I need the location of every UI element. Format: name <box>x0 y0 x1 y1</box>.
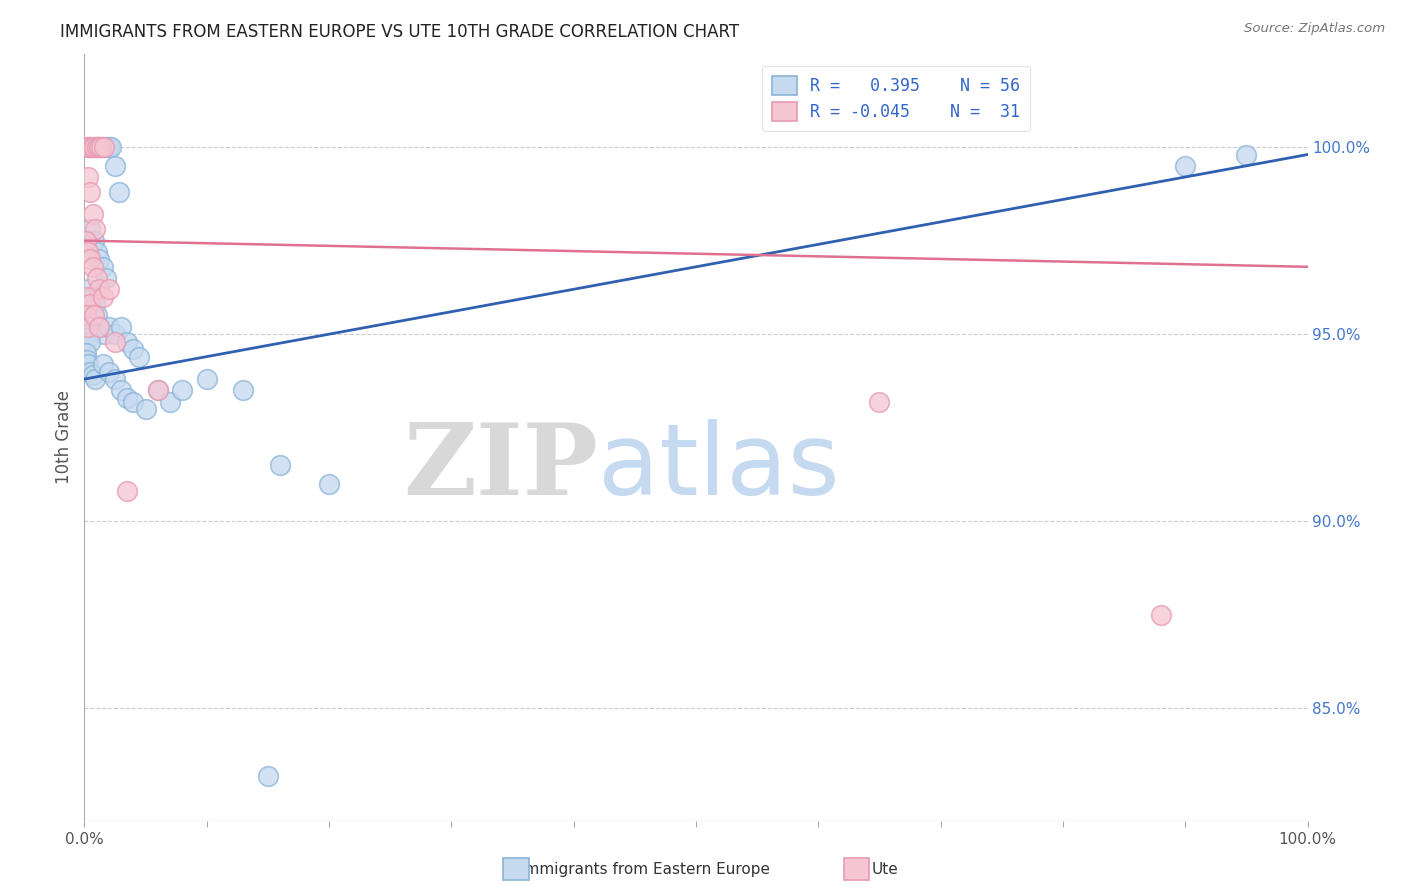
Point <box>97 365 120 379</box>
Point <box>93 327 115 342</box>
Point <box>128 350 150 364</box>
Point <box>91 290 114 304</box>
Point <box>318 476 340 491</box>
Point <box>77 319 100 334</box>
Point <box>75 346 97 360</box>
Point <box>79 252 101 267</box>
Point <box>97 319 120 334</box>
Point <box>115 391 138 405</box>
Point <box>82 207 104 221</box>
Point <box>97 140 120 154</box>
Point <box>86 309 108 323</box>
Point <box>75 234 97 248</box>
Point <box>82 260 104 274</box>
Point <box>84 222 107 236</box>
Point <box>77 244 100 259</box>
Point <box>91 260 114 274</box>
Point <box>84 297 107 311</box>
Point <box>1236 147 1258 161</box>
Point <box>79 334 101 349</box>
Point <box>93 140 115 154</box>
Point <box>146 384 169 398</box>
Point <box>1150 607 1173 622</box>
Point <box>269 458 291 472</box>
Point <box>195 372 218 386</box>
Point <box>110 319 132 334</box>
Point <box>87 282 110 296</box>
Y-axis label: 10th Grade: 10th Grade <box>55 390 73 484</box>
Text: atlas: atlas <box>598 419 839 516</box>
Point <box>159 394 181 409</box>
Point <box>135 402 157 417</box>
Point <box>82 309 104 323</box>
Point <box>1174 159 1197 173</box>
Point <box>91 357 114 371</box>
Point <box>83 309 105 323</box>
Point <box>77 357 100 371</box>
Point <box>232 384 254 398</box>
Point <box>84 372 107 386</box>
Point <box>75 327 97 342</box>
Point <box>76 309 98 323</box>
Point <box>122 394 145 409</box>
Point <box>77 331 100 345</box>
Point <box>76 290 98 304</box>
Point <box>76 140 98 154</box>
Point <box>79 222 101 236</box>
Point <box>90 140 112 154</box>
Point <box>79 185 101 199</box>
Point <box>122 342 145 356</box>
Point <box>104 334 127 349</box>
Point <box>87 140 110 154</box>
Point <box>172 384 194 398</box>
Point <box>110 384 132 398</box>
Text: Source: ZipAtlas.com: Source: ZipAtlas.com <box>1244 22 1385 36</box>
Point <box>91 140 114 154</box>
Point <box>86 140 108 154</box>
Point <box>87 140 110 154</box>
Point <box>104 159 127 173</box>
Point <box>77 169 100 184</box>
Point <box>115 334 138 349</box>
Point <box>89 319 111 334</box>
Point <box>96 271 118 285</box>
Point <box>86 140 108 154</box>
Point <box>77 297 100 311</box>
Point <box>96 140 118 154</box>
Text: Ute: Ute <box>872 863 898 877</box>
Point <box>83 140 105 154</box>
Point <box>86 271 108 285</box>
Point <box>100 140 122 154</box>
Point <box>86 244 108 259</box>
Point <box>77 140 100 154</box>
Point <box>80 290 103 304</box>
Point <box>87 252 110 267</box>
Point <box>80 140 103 154</box>
Point <box>77 282 100 296</box>
Text: ZIP: ZIP <box>404 419 598 516</box>
Legend: R =   0.395    N = 56, R = -0.045    N =  31: R = 0.395 N = 56, R = -0.045 N = 31 <box>762 66 1031 131</box>
Point <box>79 365 101 379</box>
Point <box>82 368 104 383</box>
Point <box>87 319 110 334</box>
Point <box>869 394 891 409</box>
Point <box>83 234 105 248</box>
Point <box>77 316 100 330</box>
Point <box>257 769 280 783</box>
Point <box>146 384 169 398</box>
Point <box>104 372 127 386</box>
Point <box>75 309 97 323</box>
Text: Immigrants from Eastern Europe: Immigrants from Eastern Europe <box>520 863 770 877</box>
Point <box>115 484 138 499</box>
Point <box>107 185 129 199</box>
Text: IMMIGRANTS FROM EASTERN EUROPE VS UTE 10TH GRADE CORRELATION CHART: IMMIGRANTS FROM EASTERN EUROPE VS UTE 10… <box>60 23 740 41</box>
Point <box>79 140 101 154</box>
Point <box>76 353 98 368</box>
Point <box>104 327 127 342</box>
Point <box>97 282 120 296</box>
